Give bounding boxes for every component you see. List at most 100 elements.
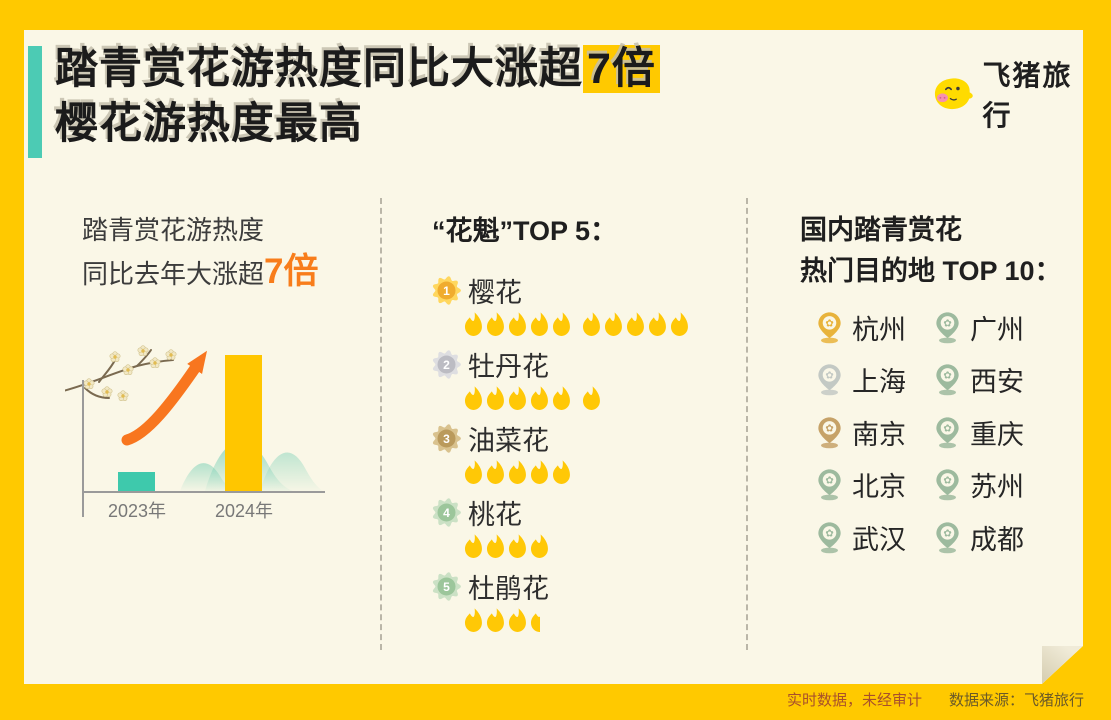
flame-icon xyxy=(508,534,526,558)
top5-panel: “花魁”TOP 5： 1 樱花 2 牡丹花 3 油菜花 4 桃花 5 杜鹃花 xyxy=(432,211,744,644)
flame-icon xyxy=(508,386,526,410)
flower-rank-row: 3 油菜花 xyxy=(432,422,744,456)
flame-icon xyxy=(508,608,526,632)
city-item: ✿ 苏州 xyxy=(934,465,1052,504)
svg-text:✿: ✿ xyxy=(825,528,833,539)
svg-text:✿: ✿ xyxy=(943,528,951,539)
flower-rank-row: 5 杜鹃花 xyxy=(432,570,744,604)
flame-icon xyxy=(464,534,482,558)
brand-name: 飞猪旅行 xyxy=(982,60,1073,131)
flame-icon xyxy=(508,460,526,484)
city-item: ✿ 西安 xyxy=(934,360,1052,399)
poster-card: 踏青赏花游热度同比大涨超7倍 樱花游热度最高 飞猪旅行 踏青赏花游热度 同比去年… xyxy=(24,30,1083,684)
location-pin-icon: ✿ xyxy=(818,312,841,344)
city-item: ✿ 杭州 xyxy=(816,308,934,347)
subtitle-line-2: 同比去年大涨超7倍 xyxy=(82,252,319,291)
top5-item: 5 杜鹃花 xyxy=(432,570,744,635)
heat-flames xyxy=(462,459,744,487)
location-pin-icon: ✿ xyxy=(936,364,959,396)
flame-icon xyxy=(670,312,688,336)
yoy-bar-chart: 2023年 2024年 xyxy=(65,330,340,560)
fliggy-pig-icon xyxy=(934,78,973,110)
flame-icon xyxy=(486,386,504,410)
flower-name: 桃花 xyxy=(468,500,522,530)
chart-x-axis xyxy=(82,491,325,493)
city-name: 上海 xyxy=(852,367,906,398)
city-name: 重庆 xyxy=(970,419,1024,450)
city-name: 武汉 xyxy=(852,524,906,555)
bar-2024 xyxy=(225,355,262,491)
footer-source: 数据来源：飞猪旅行 xyxy=(948,692,1084,709)
flower-name: 杜鹃花 xyxy=(468,574,549,604)
heat-flames xyxy=(462,311,744,339)
location-pin-icon: ✿ xyxy=(818,417,841,449)
top5-item: 1 樱花 xyxy=(432,274,744,339)
flame-icon xyxy=(530,534,548,558)
flower-name: 樱花 xyxy=(468,278,522,308)
title-line-1: 踏青赏花游热度同比大涨超7倍 xyxy=(55,42,660,97)
subtitle-highlight: 7倍 xyxy=(264,252,319,291)
svg-text:2: 2 xyxy=(443,358,450,372)
flame-icon xyxy=(486,534,504,558)
flame-icon xyxy=(464,312,482,336)
section-divider-1 xyxy=(380,198,382,650)
location-pin-icon: ✿ xyxy=(818,469,841,501)
svg-text:✿: ✿ xyxy=(943,371,951,382)
location-pin-icon: ✿ xyxy=(936,417,959,449)
city-name: 杭州 xyxy=(852,314,906,345)
city-item: ✿ 南京 xyxy=(816,413,934,452)
fliggy-logo: 飞猪旅行 xyxy=(932,54,1083,134)
svg-text:✿: ✿ xyxy=(825,318,833,329)
rank-4-medal-icon: 4 xyxy=(432,498,461,527)
flame-icon xyxy=(648,312,666,336)
footer-disclaimer: 实时数据，未经审计 xyxy=(786,692,922,709)
city-name: 北京 xyxy=(852,472,906,503)
location-pin-icon: ✿ xyxy=(818,522,841,554)
flame-icon xyxy=(530,386,548,410)
flame-icon xyxy=(604,312,622,336)
flame-icon xyxy=(508,312,526,336)
chart-y-axis xyxy=(82,380,84,517)
flame-icon xyxy=(464,608,482,632)
location-pin-icon: ✿ xyxy=(936,469,959,501)
flower-rank-row: 2 牡丹花 xyxy=(432,348,744,382)
rank-1-medal-icon: 1 xyxy=(432,276,461,305)
svg-text:✿: ✿ xyxy=(825,371,833,382)
city-name: 西安 xyxy=(970,367,1024,398)
svg-text:✿: ✿ xyxy=(825,476,833,487)
heat-subtitle: 踏青赏花游热度 同比去年大涨超7倍 xyxy=(82,210,318,295)
city-name: 成都 xyxy=(970,524,1024,555)
svg-text:4: 4 xyxy=(443,506,450,520)
bar-2023 xyxy=(118,472,155,491)
half-flame-icon xyxy=(528,607,540,635)
flame-icon xyxy=(486,312,504,336)
mountain-right xyxy=(260,452,323,491)
growth-arrow xyxy=(121,350,208,446)
city-name: 南京 xyxy=(852,419,906,450)
chart-decor xyxy=(65,345,323,491)
city-name: 广州 xyxy=(970,314,1024,345)
title-accent-bar xyxy=(28,46,42,158)
flame-icon xyxy=(464,460,482,484)
flower-name: 牡丹花 xyxy=(468,352,549,382)
top5-item: 3 油菜花 xyxy=(432,422,744,487)
svg-text:3: 3 xyxy=(443,432,450,446)
footer: 实时数据，未经审计 数据来源：飞猪旅行 xyxy=(787,689,1084,710)
rank-3-medal-icon: 3 xyxy=(432,424,461,453)
rank-5-medal-icon: 5 xyxy=(432,572,461,601)
flower-name: 油菜花 xyxy=(468,426,549,456)
location-pin-icon: ✿ xyxy=(936,522,959,554)
svg-text:✿: ✿ xyxy=(825,423,833,434)
top5-item: 4 桃花 xyxy=(432,496,744,561)
city-item: ✿ 成都 xyxy=(934,518,1052,557)
city-item: ✿ 广州 xyxy=(934,308,1052,347)
svg-text:✿: ✿ xyxy=(943,318,951,329)
flower-rank-row: 4 桃花 xyxy=(432,496,744,530)
blossom-branch xyxy=(65,349,174,399)
destinations-panel: 国内踏青赏花 热门目的地 TOP 10： ✿ 杭州 ✿ 广州 ✿ 上海 ✿ 西安 ✿ 南京 ✿ 重庆 ✿… xyxy=(800,210,1083,564)
city-item: ✿ 武汉 xyxy=(816,518,934,557)
location-pin-icon: ✿ xyxy=(818,364,841,396)
title-line1-text: 踏青赏花游热度同比大涨超 xyxy=(55,45,583,93)
subtitle-line-1: 踏青赏花游热度 xyxy=(82,215,265,245)
